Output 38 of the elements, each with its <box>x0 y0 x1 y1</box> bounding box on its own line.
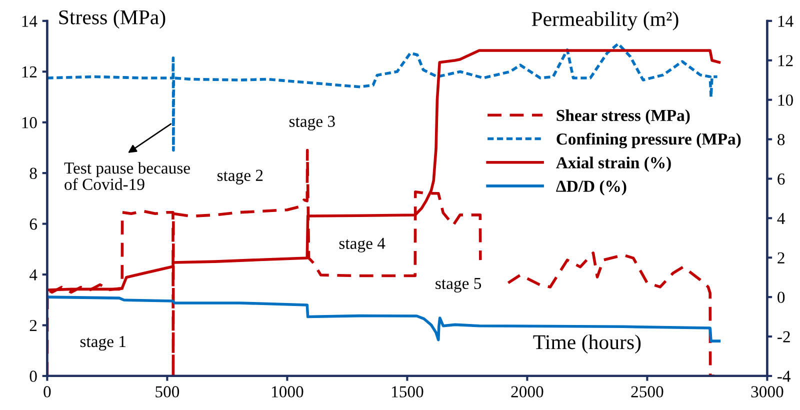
annotation: stage 2 <box>217 170 263 184</box>
y2-tick-label: 8 <box>778 134 785 146</box>
annotation: stage 1 <box>80 336 126 351</box>
y-tick-label: 4 <box>29 269 38 280</box>
y2-tick-label: 0 <box>778 292 785 304</box>
x-tick-label: 2000 <box>511 386 544 398</box>
y-tick-label: 14 <box>22 16 38 27</box>
legend-label: Confining pressure (MPa) <box>556 132 741 148</box>
y2-axis-title: Permeability (m²) <box>532 11 678 30</box>
y2-tick-label: 6 <box>778 173 785 185</box>
y2-tick-label: 2 <box>778 252 784 264</box>
x-tick-label: 0 <box>44 386 51 398</box>
y-tick-label: 10 <box>22 117 37 128</box>
x-tick-label: 1500 <box>392 386 424 398</box>
x-tick-label: 2500 <box>631 386 664 398</box>
y2-tick-label: 10 <box>778 94 793 106</box>
x-tick-label: 500 <box>156 386 180 398</box>
y-axis-title: Stress (MPa) <box>59 10 166 29</box>
x-tick-label: 1000 <box>272 386 304 398</box>
x-tick-label: 3000 <box>751 386 784 398</box>
legend-label: Axial strain (%) <box>556 156 671 172</box>
x-axis-title: Time (hours) <box>533 334 641 354</box>
legend-label: Shear stress (MPa) <box>556 109 690 124</box>
annotation: stage 4 <box>339 238 386 252</box>
y2-tick-label: -4 <box>778 370 791 382</box>
y2-tick-label: -2 <box>778 331 790 342</box>
y-tick-label: 12 <box>22 66 37 78</box>
y2-tick-label: 4 <box>777 212 785 224</box>
y-tick-label: 8 <box>30 168 37 180</box>
y2-tick-label: 14 <box>778 16 794 27</box>
y-tick-label: 2 <box>30 320 37 332</box>
annotation: Test pause because of Covid-19 <box>64 162 190 190</box>
annotation: stage 5 <box>436 278 482 292</box>
y2-tick-label: 12 <box>778 55 793 66</box>
annotation: stage 3 <box>289 116 335 130</box>
legend-label: ΔD/D (%) <box>556 180 626 196</box>
y-tick-label: 0 <box>30 370 37 382</box>
y-tick-label: 6 <box>30 218 37 230</box>
